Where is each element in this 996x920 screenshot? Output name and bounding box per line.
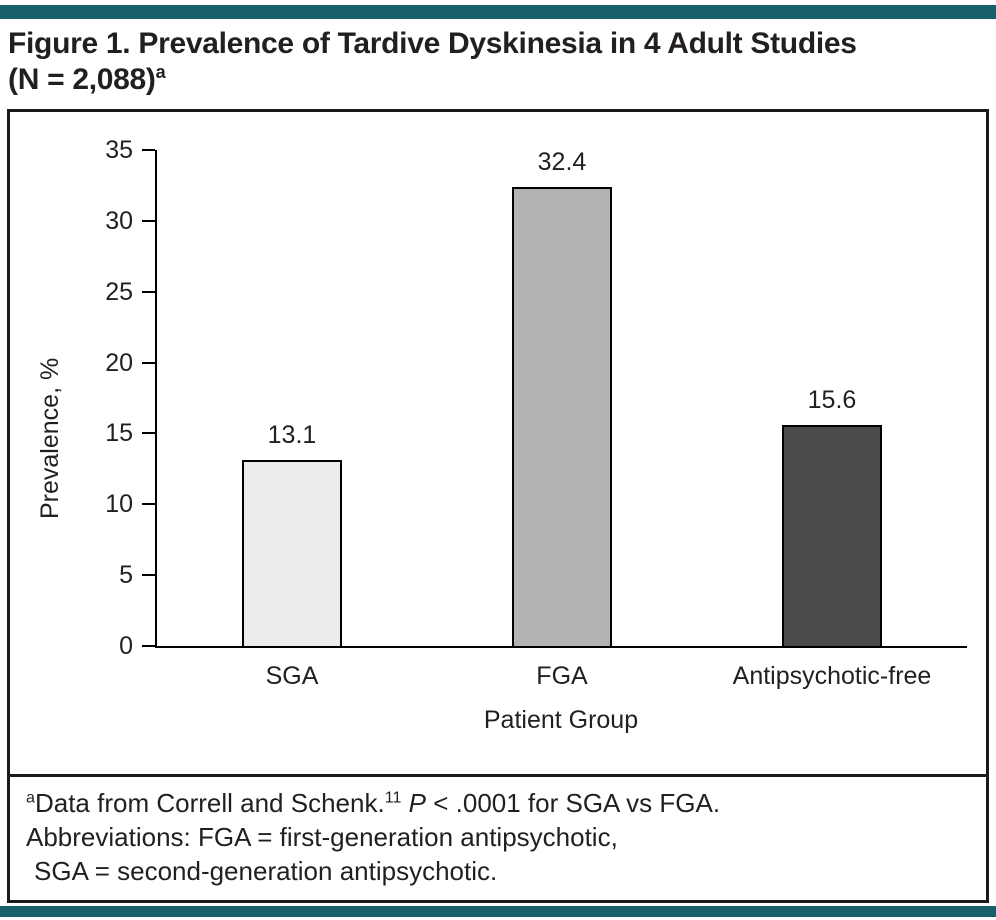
y-tick-mark xyxy=(142,361,155,364)
bar-value-label: 15.6 xyxy=(807,385,857,414)
figure-title-superscript: a xyxy=(155,61,166,82)
y-tick-label: 5 xyxy=(119,561,133,590)
figure-title: Figure 1. Prevalence of Tardive Dyskines… xyxy=(8,27,986,97)
x-category-label: SGA xyxy=(265,662,319,690)
plot-area: 0 5 10 15 20 25 30 35 13.1 SGA 32.4 FGA 15.6 Antipsyc… xyxy=(105,136,967,690)
y-tick-mark xyxy=(142,432,155,435)
x-category-label: FGA xyxy=(536,662,588,690)
y-tick-label: 20 xyxy=(105,348,133,377)
footnote-reference: 11 xyxy=(384,788,402,807)
y-tick-label: 30 xyxy=(105,206,133,235)
footnote-line2: Abbreviations: FGA = first-generation an… xyxy=(26,821,618,852)
bar-sga xyxy=(242,460,342,646)
y-tick-mark xyxy=(142,503,155,506)
y-tick-label: 25 xyxy=(105,277,133,306)
footnote-line1: aData from Correll and Schenk.11 P < .00… xyxy=(26,788,721,818)
y-tick-label: 15 xyxy=(105,419,133,448)
bar-fga xyxy=(512,186,612,646)
figure-title-line2: (N = 2,088) xyxy=(8,62,156,96)
figure-container: Figure 1. Prevalence of Tardive Dyskines… xyxy=(0,5,996,918)
y-tick-mark xyxy=(142,290,155,293)
y-tick-mark xyxy=(142,574,155,577)
figure-title-line1: Figure 1. Prevalence of Tardive Dyskines… xyxy=(8,27,857,60)
y-tick-label: 35 xyxy=(105,136,133,164)
x-category-label: Antipsychotic-free xyxy=(732,662,932,690)
bottom-accent-bar xyxy=(0,906,996,918)
p-value-symbol: P xyxy=(408,788,426,818)
chart-panel: Prevalence, % 0 5 10 15 20 25 30 35 13.1 SGA 32.4 F… xyxy=(7,109,989,904)
y-tick-label: 10 xyxy=(105,490,133,519)
bar-antipsychotic-free xyxy=(782,424,882,646)
y-tick-label: 0 xyxy=(119,632,133,660)
bar-chart: Prevalence, % 0 5 10 15 20 25 30 35 13.1 SGA 32.4 F… xyxy=(10,112,986,774)
footnote-line3: SGA = second-generation antipsychotic. xyxy=(34,855,498,886)
y-tick-mark xyxy=(142,149,155,151)
y-tick-mark xyxy=(142,219,155,222)
footnote: aData from Correll and Schenk.11 P < .00… xyxy=(10,774,986,900)
bar-value-label: 32.4 xyxy=(537,147,587,176)
figure-title-block: Figure 1. Prevalence of Tardive Dyskines… xyxy=(0,19,996,109)
x-axis-label: Patient Group xyxy=(483,706,639,734)
footnote-marker: a xyxy=(26,788,35,807)
bar-value-label: 13.1 xyxy=(267,421,317,450)
top-accent-bar xyxy=(0,5,996,19)
y-tick-mark xyxy=(142,645,155,647)
